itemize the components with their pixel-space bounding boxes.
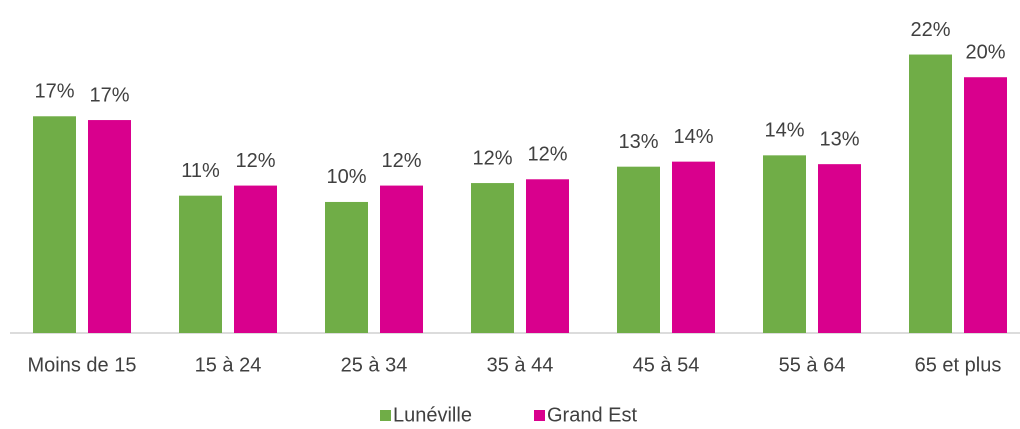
x-tick-label: 35 à 44 [487,354,554,376]
data-label: 13% [618,131,658,153]
bar [617,166,660,333]
legend-label: Lunéville [393,404,472,426]
bar [526,179,569,333]
data-label: 11% [181,160,220,182]
data-label: 22% [910,19,950,41]
data-label: 13% [819,128,859,150]
data-label: 12% [527,144,567,166]
bar [33,116,76,333]
bar [179,195,222,333]
x-tick-label: 55 à 64 [779,354,846,376]
data-label: 17% [89,84,129,106]
x-tick-label: 25 à 34 [341,354,408,376]
data-label: 17% [34,81,74,103]
x-tick-label: 65 et plus [915,354,1002,376]
bar [234,185,277,333]
bar [763,155,806,333]
bar [325,201,368,333]
data-label: 20% [965,42,1005,64]
x-tick-label: 45 à 54 [633,354,700,376]
data-label: 12% [381,150,421,172]
data-label: 14% [673,126,713,148]
legend-swatch [534,410,545,421]
data-label: 10% [326,166,366,188]
legend-label: Grand Est [547,404,637,426]
bar [672,161,715,333]
bar [964,77,1007,333]
data-label: 12% [472,147,512,169]
data-label: 14% [764,120,804,142]
bar [909,54,952,333]
bar [380,185,423,333]
x-tick-label: 15 à 24 [195,354,262,376]
legend-swatch [380,410,391,421]
data-label: 12% [235,150,275,172]
bar [471,183,514,333]
bar [818,164,861,333]
bar [88,120,131,333]
x-tick-label: Moins de 15 [28,354,137,376]
